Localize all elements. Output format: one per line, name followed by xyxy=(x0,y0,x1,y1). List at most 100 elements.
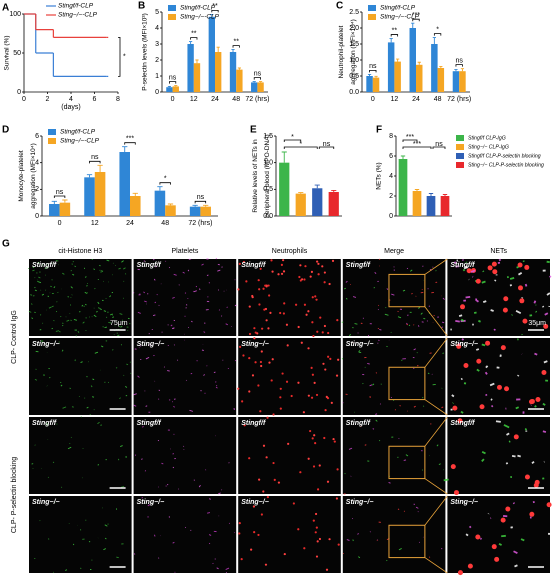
zoom-line xyxy=(424,399,448,416)
fiber xyxy=(403,459,407,461)
cell xyxy=(297,325,300,329)
sig-bracket xyxy=(124,142,136,145)
cell xyxy=(248,332,252,336)
fiber xyxy=(514,564,518,568)
x-tick-label: 72 (hrs) xyxy=(447,96,471,103)
fiber xyxy=(109,295,112,298)
fiber xyxy=(505,462,509,465)
y-axis-label: NETs (%) xyxy=(376,162,383,189)
y-tick-label: 2 xyxy=(389,193,393,200)
fiber xyxy=(191,320,193,323)
cell xyxy=(331,259,335,262)
fiber xyxy=(143,260,146,262)
scale-label: 35μm xyxy=(528,320,546,327)
legend-entry: Sting−/−-CLP xyxy=(58,12,98,19)
fiber xyxy=(214,558,216,560)
cell xyxy=(543,323,549,329)
x-tick-label: 48 xyxy=(434,96,442,103)
bar xyxy=(166,87,173,92)
cell xyxy=(318,464,321,467)
sig-bracket xyxy=(169,81,177,84)
legend-entry: Stingf/f-CLP xyxy=(180,5,216,12)
y-tick-label: 100 xyxy=(9,11,21,18)
image-tag: Stingf/f xyxy=(137,420,162,427)
fiber xyxy=(341,357,344,360)
error-bar xyxy=(51,200,57,204)
fiber xyxy=(542,430,547,433)
cell xyxy=(257,533,260,537)
cell xyxy=(264,563,268,566)
legend-swatch xyxy=(368,5,376,11)
y-tick-label: 1 xyxy=(155,73,159,80)
image-background xyxy=(133,338,237,415)
fiber xyxy=(185,304,188,306)
fiber xyxy=(86,406,89,409)
fiber xyxy=(65,569,68,571)
cell xyxy=(324,368,327,371)
fiber xyxy=(84,291,88,294)
fiber xyxy=(86,376,88,378)
fiber xyxy=(375,419,378,422)
fiber xyxy=(413,348,416,351)
x-tick-label: 4 xyxy=(69,96,73,103)
cell xyxy=(266,495,269,499)
cell xyxy=(522,318,528,324)
fiber xyxy=(417,307,421,309)
fiber xyxy=(543,360,548,364)
sig-bracket xyxy=(412,18,420,22)
cell xyxy=(315,393,319,397)
fiber xyxy=(358,556,361,559)
cell xyxy=(258,288,261,291)
cell xyxy=(262,444,266,447)
cell xyxy=(251,374,255,377)
fiber xyxy=(415,506,419,509)
significance: *** xyxy=(406,134,414,141)
cell xyxy=(502,307,508,313)
fiber xyxy=(120,445,123,448)
image-tag: Stingf/f xyxy=(241,420,266,427)
fiber xyxy=(100,270,104,272)
image-background xyxy=(238,338,341,415)
error-bar xyxy=(231,49,235,52)
cell xyxy=(476,358,482,364)
fiber xyxy=(72,273,75,276)
fiber xyxy=(55,330,60,332)
legend-swatch xyxy=(168,14,176,20)
fiber xyxy=(374,271,377,274)
panel-label: F xyxy=(376,125,382,136)
fiber xyxy=(458,342,461,345)
fiber xyxy=(441,406,444,409)
error-bar xyxy=(411,22,415,28)
fiber xyxy=(144,300,147,303)
fiber xyxy=(154,301,157,304)
image-background xyxy=(447,496,550,573)
fiber xyxy=(535,310,538,313)
bar xyxy=(193,63,201,92)
fiber xyxy=(490,398,493,401)
fiber xyxy=(442,352,444,355)
cell xyxy=(323,271,326,274)
bar xyxy=(394,61,401,92)
bar xyxy=(49,204,60,216)
cell xyxy=(500,345,506,351)
bar xyxy=(236,69,243,92)
cell xyxy=(238,345,242,348)
fiber xyxy=(481,280,486,284)
legend-entry: Stingf/f-CLP xyxy=(380,5,416,12)
bar xyxy=(440,196,450,216)
x-tick-label: 8 xyxy=(116,96,120,103)
sig-bracket xyxy=(432,146,446,149)
cell xyxy=(265,319,268,322)
cell xyxy=(492,269,498,275)
fiber xyxy=(193,290,197,293)
cell xyxy=(329,357,332,360)
sig-bracket xyxy=(283,139,302,142)
cell xyxy=(280,272,284,275)
column-header: NETs xyxy=(490,248,507,255)
significance: ns xyxy=(455,57,463,64)
cell xyxy=(297,381,300,384)
bar xyxy=(154,190,166,216)
panel-label: C xyxy=(336,1,343,12)
fiber xyxy=(478,319,481,323)
cell xyxy=(335,374,339,377)
